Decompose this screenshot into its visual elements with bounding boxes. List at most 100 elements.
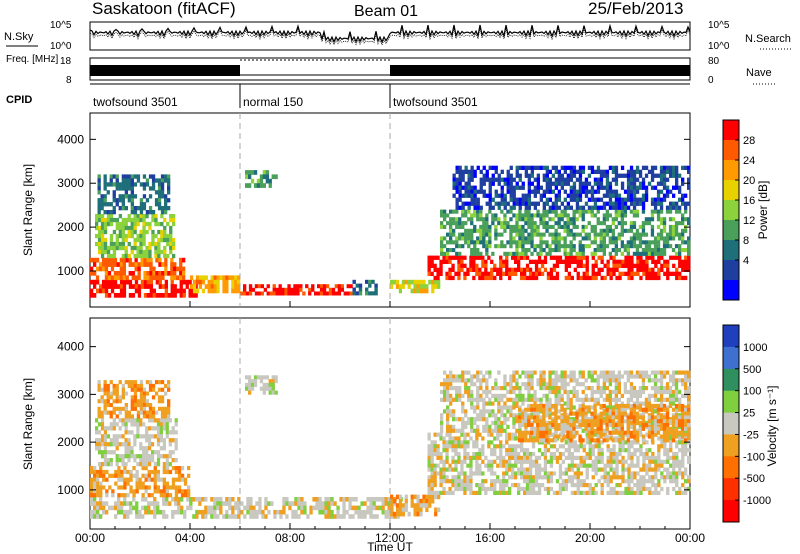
heatmap-cell [455, 189, 459, 194]
heatmap-cell [132, 489, 136, 494]
heatmap-cell [128, 257, 132, 263]
heatmap-cell [201, 279, 205, 285]
heatmap-cell [428, 279, 432, 285]
heatmap-cell [528, 275, 533, 281]
heatmap-cell [120, 477, 124, 482]
heatmap-cell [644, 193, 649, 198]
heatmap-cell [124, 446, 128, 451]
heatmap-cell [508, 467, 512, 472]
heatmap-cell [337, 291, 341, 296]
heatmap-cell [141, 505, 145, 511]
heatmap-cell [675, 181, 679, 186]
heatmap-cell [97, 410, 101, 415]
heatmap-cell [127, 198, 131, 203]
heatmap-cell [123, 466, 127, 471]
heatmap-cell [127, 174, 131, 179]
colorbar-tick-label: 8 [743, 235, 749, 247]
heatmap-cell [171, 514, 175, 519]
heatmap-cell [106, 426, 110, 431]
heatmap-cell [387, 514, 391, 519]
heatmap-cell [639, 275, 643, 281]
heatmap-cell [195, 514, 199, 519]
heatmap-cell [482, 409, 486, 414]
heatmap-cell [127, 414, 131, 419]
heatmap-cell [520, 486, 524, 492]
heatmap-cell [145, 380, 150, 385]
heatmap-cell [554, 232, 558, 237]
heatmap-cell [569, 244, 573, 249]
heatmap-cell [681, 471, 685, 476]
heatmap-cell [614, 181, 619, 186]
heatmap-cell [314, 291, 318, 296]
heatmap-cell [159, 489, 163, 494]
heatmap-cell [575, 193, 580, 198]
heatmap-cell [618, 459, 622, 464]
heatmap-cell [416, 503, 420, 508]
heatmap-cell [641, 224, 646, 229]
heatmap-cell [506, 181, 510, 186]
heatmap-cell [133, 391, 138, 396]
heatmap-cell [642, 452, 646, 457]
heatmap-cell [449, 424, 453, 429]
heatmap-cell [473, 417, 477, 422]
heatmap-cell [285, 501, 289, 506]
heatmap-cell [109, 214, 114, 219]
heatmap-cell [454, 440, 458, 445]
heatmap-cell [433, 263, 437, 268]
heatmap-cell [201, 275, 205, 281]
heatmap-cell [505, 490, 509, 495]
heatmap-cell [152, 288, 156, 294]
heatmap-cell [130, 202, 134, 207]
heatmap-cell [651, 475, 655, 480]
heatmap-cell [537, 471, 542, 476]
heatmap-cell [612, 259, 616, 264]
heatmap-cell [508, 475, 512, 480]
heatmap-cell [442, 436, 446, 441]
heatmap-cell [608, 213, 612, 218]
heatmap-cell [243, 505, 247, 511]
heatmap-cell [564, 259, 568, 264]
heatmap-cell [678, 448, 682, 453]
cpid-label: CPID [6, 94, 32, 106]
heatmap-cell [136, 221, 140, 227]
heatmap-cell [439, 490, 443, 495]
heatmap-cell [663, 452, 667, 457]
heatmap-cell [653, 197, 658, 202]
heatmap-cell [124, 414, 128, 419]
heatmap-cell [153, 489, 157, 494]
heatmap-cell [608, 405, 612, 410]
heatmap-cell [582, 448, 586, 453]
heatmap-cell [153, 477, 157, 482]
heatmap-cell [491, 177, 495, 182]
heatmap-cell [608, 397, 612, 402]
heatmap-cell [139, 380, 144, 385]
heatmap-cell [156, 477, 160, 482]
heatmap-cell [626, 374, 630, 379]
heatmap-cell [133, 229, 137, 235]
heatmap-cell [156, 485, 160, 490]
heatmap-cell [657, 267, 661, 272]
heatmap-cell [557, 374, 561, 379]
heatmap-cell [113, 293, 118, 298]
heatmap-cell [452, 193, 456, 198]
heatmap-cell [687, 217, 691, 222]
heatmap-cell [606, 459, 610, 464]
heatmap-cell [606, 471, 610, 476]
heatmap-cell [149, 288, 153, 294]
heatmap-cell [479, 209, 483, 214]
heatmap-cell [506, 405, 510, 410]
heatmap-cell [330, 501, 334, 506]
heatmap-cell [118, 245, 122, 251]
heatmap-cell [98, 245, 102, 251]
heatmap-cell [121, 174, 125, 179]
heatmap-cell [171, 458, 175, 463]
heatmap-cell [174, 446, 178, 451]
heatmap-cell [440, 382, 444, 387]
heatmap-cell [124, 245, 128, 251]
heatmap-cell [339, 514, 343, 519]
heatmap-cell [684, 165, 688, 170]
heatmap-cell [100, 410, 104, 415]
heatmap-cell [188, 293, 192, 298]
heatmap-cell [475, 436, 479, 441]
heatmap-cell [566, 177, 570, 182]
